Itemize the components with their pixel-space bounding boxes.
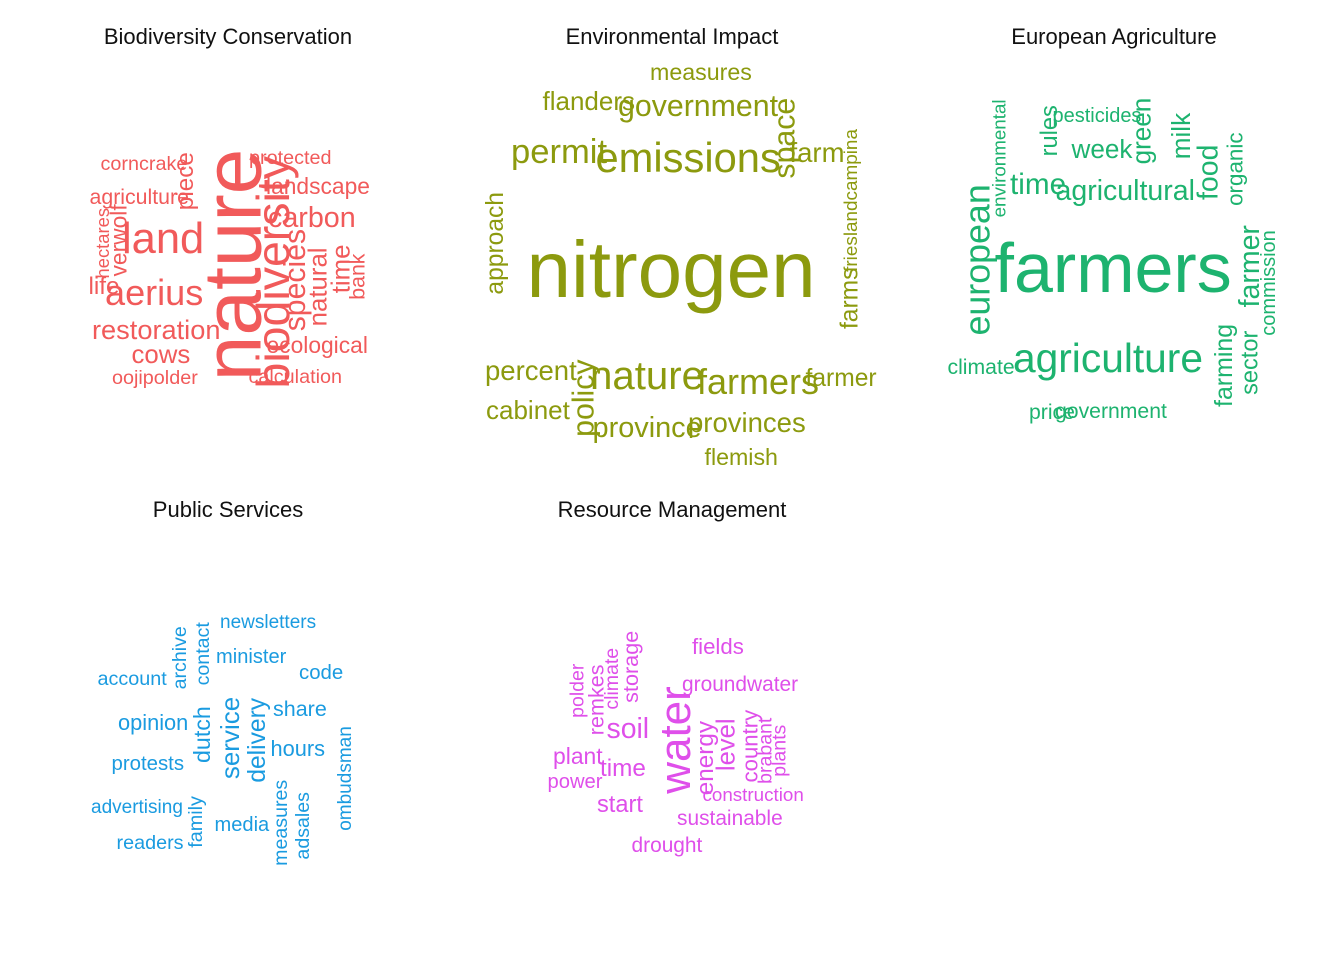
word-time: time [600, 755, 646, 782]
word-newsletters: newsletters [220, 611, 317, 633]
word-archive: archive [168, 626, 191, 690]
word-share: share [273, 697, 327, 721]
word-week: week [1071, 134, 1133, 164]
word-farms: farms [835, 267, 863, 329]
word-measures: measures [270, 779, 293, 866]
word-nature: nature [590, 353, 704, 398]
panel-resource-management: Resource Management water soil level energy… [444, 473, 900, 953]
word-adsales: adsales [291, 792, 314, 860]
word-sustainable: sustainable [677, 806, 783, 830]
word-flanders: flanders [542, 86, 636, 116]
word-environmental: environmental [988, 98, 1010, 217]
panel-biodiversity-conservation: Biodiversity Conservation nature biodiver… [0, 0, 456, 480]
word-readers: readers [116, 832, 184, 854]
word-farmers: farmers [994, 229, 1232, 307]
word-agricultural: agricultural [1055, 174, 1195, 207]
word-construction: construction [702, 783, 804, 805]
word-organic: organic [1222, 132, 1248, 206]
word-calculation: calculation [248, 366, 342, 388]
word-cloud: water soil level energy time start plant countr… [444, 473, 900, 953]
panel-european-agriculture: European Agriculture farmers agriculture e… [886, 0, 1342, 480]
word-corncrake: corncrake [100, 153, 188, 175]
word-delivery: delivery [243, 697, 271, 783]
word-emissions: emissions [595, 134, 781, 181]
word-measures: measures [650, 58, 752, 85]
word-climate: climate [947, 355, 1015, 379]
word-agriculture: agriculture [89, 184, 189, 209]
word-cloud: nitrogen emissions nature farmers permit gove… [444, 0, 900, 480]
word-nitrogen: nitrogen [526, 225, 816, 314]
word-storage: storage [618, 630, 644, 703]
panel-title: European Agriculture [1011, 24, 1217, 49]
word-bank: bank [345, 253, 370, 300]
word-fields: fields [692, 634, 744, 659]
word-government: government [1055, 399, 1167, 423]
word-cabinet: cabinet [486, 395, 570, 425]
word-approach: approach [481, 191, 509, 295]
word-frieslandcampina: frieslandcampina [840, 128, 862, 272]
word-food: food [1191, 144, 1224, 200]
word-code: code [299, 662, 344, 684]
word-price: price [1029, 400, 1075, 424]
word-cows: cows [131, 341, 191, 369]
panel-environmental-impact: Environmental Impact nitrogen emissions na… [444, 0, 900, 480]
word-farmer: farmer [805, 364, 877, 392]
word-soil: soil [606, 713, 650, 745]
word-hours: hours [270, 736, 326, 761]
word-pesticides: pesticides [1052, 105, 1142, 127]
word-protected: protected [249, 147, 332, 169]
word-landscape: landscape [266, 172, 370, 199]
word-carbon: carbon [268, 201, 356, 234]
word-protests: protests [111, 753, 185, 775]
word-province: province [592, 411, 702, 444]
word-commission: commission [1257, 230, 1280, 336]
word-flemish: flemish [704, 443, 778, 470]
word-polder: polder [566, 663, 589, 718]
word-farmers: farmers [697, 361, 820, 402]
word-opinion: opinion [118, 710, 189, 735]
panel-title: Environmental Impact [565, 24, 779, 49]
word-restoration: restoration [92, 313, 221, 345]
word-provinces: provinces [688, 407, 806, 438]
panel-title: Biodiversity Conservation [103, 24, 353, 49]
word-power: power [547, 771, 603, 793]
word-percent: percent [485, 355, 577, 386]
word-plant: plant [553, 742, 603, 769]
word-groundwater: groundwater [682, 672, 799, 696]
word-start: start [597, 792, 643, 818]
word-family: family [184, 796, 207, 848]
word-account: account [97, 668, 167, 690]
panel-public-services: Public Services service delivery dutch opin… [0, 473, 456, 953]
word-dutch: dutch [188, 705, 215, 763]
word-ecological: ecological [266, 331, 368, 358]
word-farm: farm [789, 137, 845, 168]
word-agriculture: agriculture [1013, 334, 1203, 381]
word-contact: contact [191, 622, 214, 686]
word-cloud: service delivery dutch opinion hours share cod… [0, 473, 456, 953]
word-service: service [215, 696, 246, 780]
panel-title: Resource Management [557, 497, 787, 522]
word-minister: minister [216, 646, 287, 668]
word-oojipolder: oojipolder [112, 367, 198, 389]
word-permit: permit [511, 132, 608, 171]
word-climate: climate [601, 647, 624, 710]
word-land: land [122, 215, 205, 263]
word-cloud: farmers agriculture european time agricultur… [886, 0, 1342, 480]
panel-title: Public Services [152, 497, 304, 522]
word-farming: farming [1209, 323, 1238, 407]
word-drought: drought [631, 833, 703, 857]
word-hectares: hectares [91, 207, 113, 279]
word-milk: milk [1166, 112, 1197, 160]
word-aerius: aerius [105, 272, 204, 313]
word-cloud: nature biodiversity land aerius species carbo… [0, 0, 456, 480]
word-media: media [214, 814, 270, 836]
word-sector: sector [1237, 330, 1264, 395]
word-advertising: advertising [91, 796, 183, 818]
word-life: life [88, 273, 120, 300]
word-ombudsman: ombudsman [334, 725, 356, 831]
word-plants: plants [768, 724, 791, 777]
word-time: time [1010, 168, 1067, 201]
word-government: government [618, 90, 778, 123]
